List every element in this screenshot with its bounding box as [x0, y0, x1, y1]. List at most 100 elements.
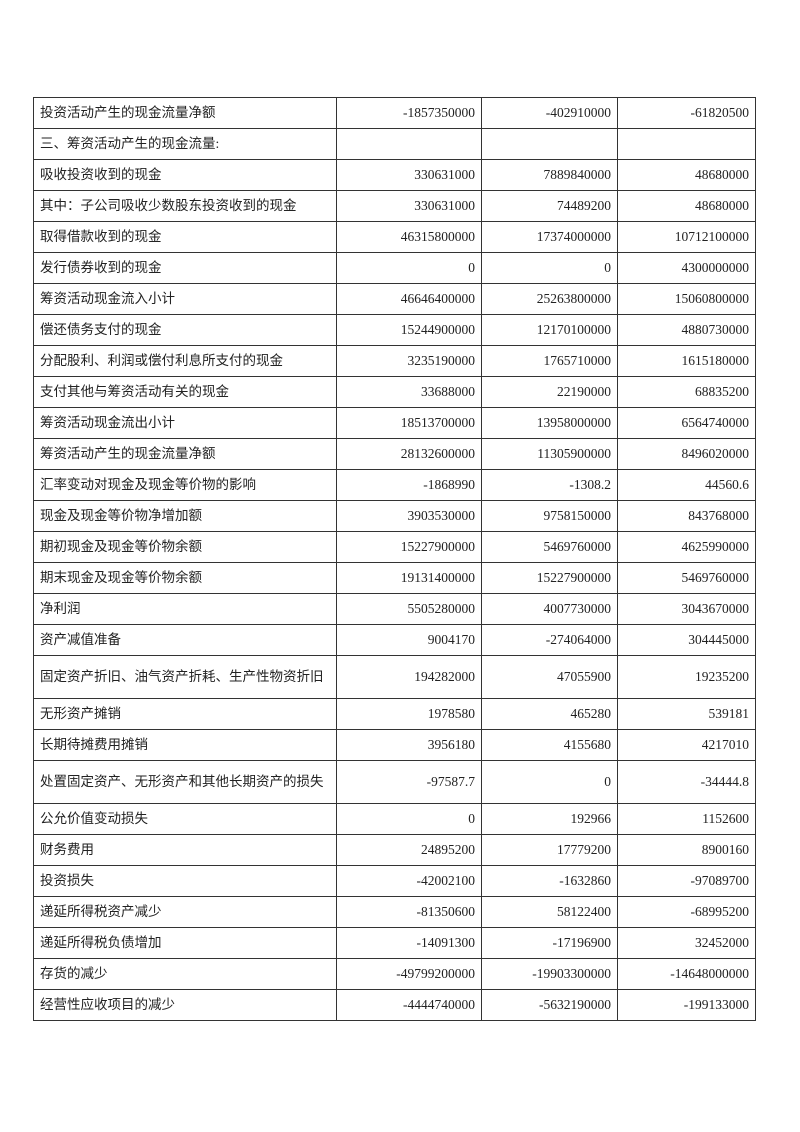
value-cell: 192966: [481, 803, 618, 835]
table-row: 三、筹资活动产生的现金流量:: [33, 128, 756, 160]
value-cell: 22190000: [481, 376, 618, 408]
table-row: 资产减值准备 9004170 -274064000 304445000: [33, 624, 756, 656]
table-row: 投资损失 -42002100 -1632860 -97089700: [33, 865, 756, 897]
value-cell: 46315800000: [336, 221, 482, 253]
value-cell: 465280: [481, 698, 618, 730]
row-label: 投资活动产生的现金流量净额: [33, 97, 337, 129]
value-cell: -1857350000: [336, 97, 482, 129]
value-cell: 46646400000: [336, 283, 482, 315]
row-label: 期末现金及现金等价物余额: [33, 562, 337, 594]
value-cell: 28132600000: [336, 438, 482, 470]
table-row: 递延所得税资产减少 -81350600 58122400 -68995200: [33, 896, 756, 928]
value-cell: 1152600: [617, 803, 756, 835]
value-cell: 13958000000: [481, 407, 618, 439]
value-cell: 330631000: [336, 159, 482, 191]
value-cell: 0: [481, 760, 618, 804]
value-cell: 9758150000: [481, 500, 618, 532]
value-cell: -49799200000: [336, 958, 482, 990]
value-cell: 19235200: [617, 655, 756, 699]
value-cell: -402910000: [481, 97, 618, 129]
table-row: 筹资活动现金流入小计 46646400000 25263800000 15060800…: [33, 283, 756, 315]
value-cell: -1308.2: [481, 469, 618, 501]
table-row: 长期待摊费用摊销 3956180 4155680 4217010: [33, 729, 756, 761]
row-label: 递延所得税资产减少: [33, 896, 337, 928]
table-row: 存货的减少 -49799200000 -19903300000 -1464800000…: [33, 958, 756, 990]
value-cell: 6564740000: [617, 407, 756, 439]
value-cell: 17374000000: [481, 221, 618, 253]
row-label: 公允价值变动损失: [33, 803, 337, 835]
table-row: 经营性应收项目的减少 -4444740000 -5632190000 -1991330…: [33, 989, 756, 1021]
table-row: 支付其他与筹资活动有关的现金 33688000 22190000 68835200: [33, 376, 756, 408]
value-cell: -14648000000: [617, 958, 756, 990]
value-cell: 19131400000: [336, 562, 482, 594]
value-cell: 3956180: [336, 729, 482, 761]
table-row: 无形资产摊销 1978580 465280 539181: [33, 698, 756, 730]
row-label: 偿还债务支付的现金: [33, 314, 337, 346]
cash-flow-table: 投资活动产生的现金流量净额 -1857350000 -402910000 -61820…: [33, 97, 756, 1021]
value-cell: -68995200: [617, 896, 756, 928]
row-label: 投资损失: [33, 865, 337, 897]
value-cell: -61820500: [617, 97, 756, 129]
table-row: 期末现金及现金等价物余额 19131400000 15227900000 546976…: [33, 562, 756, 594]
value-cell: 4625990000: [617, 531, 756, 563]
row-label: 处置固定资产、无形资产和其他长期资产的损失: [33, 760, 337, 804]
value-cell: 0: [336, 252, 482, 284]
value-cell: 4880730000: [617, 314, 756, 346]
value-cell: -97089700: [617, 865, 756, 897]
table-row: 固定资产折旧、油气资产折耗、生产性物资折旧 194282000 47055900 19…: [33, 655, 756, 699]
value-cell: 1765710000: [481, 345, 618, 377]
value-cell: -274064000: [481, 624, 618, 656]
row-label: 取得借款收到的现金: [33, 221, 337, 253]
table-row: 财务费用 24895200 17779200 8900160: [33, 834, 756, 866]
value-cell: 58122400: [481, 896, 618, 928]
row-label: 财务费用: [33, 834, 337, 866]
table-row: 投资活动产生的现金流量净额 -1857350000 -402910000 -61820…: [33, 97, 756, 129]
table-row: 筹资活动产生的现金流量净额 28132600000 11305900000 84960…: [33, 438, 756, 470]
value-cell: 5469760000: [481, 531, 618, 563]
row-label: 其中：子公司吸收少数股东投资收到的现金: [33, 190, 337, 222]
row-label: 筹资活动现金流入小计: [33, 283, 337, 315]
value-cell: 15227900000: [336, 531, 482, 563]
value-cell: [617, 128, 756, 160]
table-row: 处置固定资产、无形资产和其他长期资产的损失 -97587.7 0 -34444.8: [33, 760, 756, 804]
row-label: 三、筹资活动产生的现金流量:: [33, 128, 337, 160]
value-cell: 843768000: [617, 500, 756, 532]
value-cell: 0: [336, 803, 482, 835]
value-cell: 9004170: [336, 624, 482, 656]
value-cell: 10712100000: [617, 221, 756, 253]
row-label: 无形资产摊销: [33, 698, 337, 730]
row-label: 净利润: [33, 593, 337, 625]
value-cell: 3235190000: [336, 345, 482, 377]
value-cell: 5505280000: [336, 593, 482, 625]
value-cell: -1632860: [481, 865, 618, 897]
table-row: 汇率变动对现金及现金等价物的影响 -1868990 -1308.2 44560.6: [33, 469, 756, 501]
value-cell: 74489200: [481, 190, 618, 222]
table-row: 分配股利、利润或偿付利息所支付的现金 3235190000 1765710000 16…: [33, 345, 756, 377]
row-label: 资产减值准备: [33, 624, 337, 656]
value-cell: 33688000: [336, 376, 482, 408]
row-label: 筹资活动产生的现金流量净额: [33, 438, 337, 470]
value-cell: 11305900000: [481, 438, 618, 470]
value-cell: 1978580: [336, 698, 482, 730]
table-row: 现金及现金等价物净增加额 3903530000 9758150000 84376800…: [33, 500, 756, 532]
value-cell: [481, 128, 618, 160]
value-cell: 5469760000: [617, 562, 756, 594]
table-row: 其中：子公司吸收少数股东投资收到的现金 330631000 74489200 4868…: [33, 190, 756, 222]
value-cell: 3043670000: [617, 593, 756, 625]
row-label: 固定资产折旧、油气资产折耗、生产性物资折旧: [33, 655, 337, 699]
value-cell: 48680000: [617, 190, 756, 222]
value-cell: 44560.6: [617, 469, 756, 501]
value-cell: 25263800000: [481, 283, 618, 315]
value-cell: 8900160: [617, 834, 756, 866]
value-cell: -199133000: [617, 989, 756, 1021]
value-cell: 17779200: [481, 834, 618, 866]
row-label: 汇率变动对现金及现金等价物的影响: [33, 469, 337, 501]
value-cell: -34444.8: [617, 760, 756, 804]
row-label: 期初现金及现金等价物余额: [33, 531, 337, 563]
row-label: 发行债券收到的现金: [33, 252, 337, 284]
value-cell: 194282000: [336, 655, 482, 699]
value-cell: 4217010: [617, 729, 756, 761]
value-cell: -42002100: [336, 865, 482, 897]
value-cell: 1615180000: [617, 345, 756, 377]
value-cell: 4300000000: [617, 252, 756, 284]
